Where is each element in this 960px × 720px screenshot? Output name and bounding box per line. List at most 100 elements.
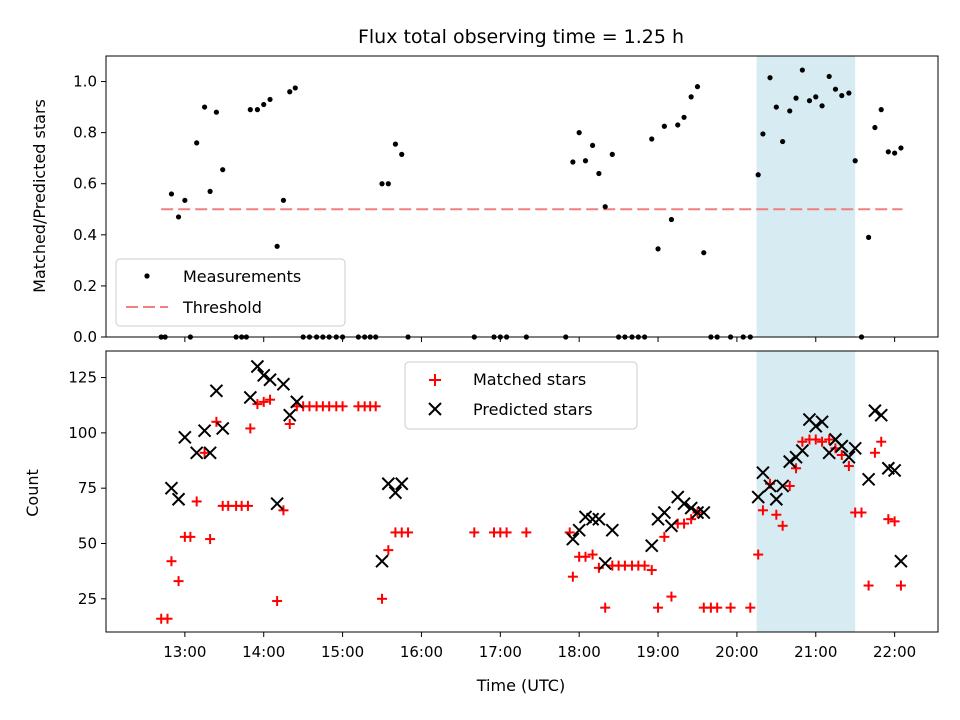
predicted-point [769, 492, 784, 506]
predicted-point [243, 390, 258, 405]
measurement-point [832, 86, 839, 92]
matched-point [810, 434, 821, 445]
matched-point [337, 401, 348, 412]
matched-point [659, 531, 670, 542]
x-axis-label: Time (UTC) [476, 676, 565, 695]
legend-predicted-label: Predicted stars [473, 400, 593, 419]
predicted-point [171, 492, 186, 506]
predicted-point [822, 446, 836, 460]
matched-point [162, 613, 173, 624]
measurement-point [819, 103, 825, 109]
matched-point [370, 401, 381, 412]
predicted-point [684, 501, 698, 515]
ratio-legend: Measurements Threshold [115, 258, 346, 327]
measurement-point [576, 130, 582, 136]
predicted-point [263, 373, 277, 387]
predicted-point [164, 481, 179, 495]
predicted-point [751, 490, 765, 504]
measurement-point [793, 95, 799, 101]
matched-point [166, 556, 177, 567]
measurement-point [385, 181, 391, 187]
legend-matched-marker [429, 374, 441, 386]
matched-point [666, 591, 677, 602]
matched-point [580, 551, 591, 562]
matched-point [784, 480, 795, 491]
predicted-point [848, 441, 862, 456]
x-tick-label: 18:00 [558, 643, 601, 661]
measurement-point [780, 138, 786, 145]
x-tick-label: 14:00 [242, 643, 285, 661]
measurement-point [194, 140, 200, 146]
matched-point [265, 394, 276, 405]
predicted-point [775, 479, 790, 493]
matched-point [185, 531, 196, 542]
ratio-y-axis-label: Matched/Predicted stars [30, 99, 49, 293]
measurement-point [813, 94, 819, 100]
predicted-point [257, 368, 271, 383]
matched-point [284, 419, 295, 430]
matched-point [679, 518, 690, 529]
predicted-point [645, 539, 659, 553]
measurement-point [701, 250, 707, 256]
measurement-point [168, 191, 175, 197]
matched-point [205, 534, 216, 545]
measurement-point [760, 131, 766, 137]
legend-measurements-label: Measurements [183, 267, 301, 286]
predicted-point [189, 446, 204, 460]
y-tick-label: 0.0 [73, 328, 97, 346]
matched-point [863, 580, 874, 591]
matched-point [199, 447, 210, 458]
observing-window-shade [756, 351, 856, 632]
matched-point [777, 520, 788, 531]
measurement-point [261, 101, 267, 108]
predicted-point [842, 450, 856, 464]
matched-point [593, 562, 604, 573]
matched-point [377, 593, 388, 604]
matched-point [753, 549, 764, 560]
matched-point [639, 560, 650, 571]
measurement-point [846, 90, 852, 96]
predicted-point [283, 408, 297, 422]
y-tick-label: 1.0 [73, 73, 97, 91]
measurement-point [773, 104, 779, 110]
measurement-point [392, 141, 399, 147]
count-y-axis-label: Count [23, 469, 42, 517]
predicted-point [209, 384, 224, 398]
y-tick-label: 50 [78, 534, 97, 552]
measurement-point [201, 104, 208, 110]
predicted-point [598, 556, 612, 571]
ratio-legend-box [115, 258, 346, 327]
y-tick-label: 125 [68, 369, 97, 387]
measurement-point [207, 188, 213, 194]
matched-point [173, 576, 184, 587]
matched-point [771, 509, 782, 520]
predicted-point [861, 472, 876, 487]
measurement-point [254, 107, 261, 113]
matched-point [646, 565, 657, 576]
predicted-point [585, 512, 600, 526]
measurement-point [668, 216, 675, 223]
x-tick-label: 15:00 [321, 643, 364, 661]
x-tick-label: 21:00 [794, 643, 837, 661]
matched-point [600, 602, 611, 613]
measurement-point [287, 89, 293, 95]
count-panel: 25 50 75 100 125 13:00 14:00 15:00 16:00 17:00 18… [23, 350, 939, 695]
measurement-point [826, 73, 832, 80]
predicted-point [605, 523, 620, 537]
measurement-point [755, 172, 761, 178]
predicted-point [835, 439, 849, 453]
count-legend: Matched stars Predicted stars [404, 361, 638, 430]
predicted-point [395, 477, 409, 491]
measurement-point [292, 85, 298, 91]
matched-point [856, 507, 867, 518]
predicted-point [894, 554, 908, 568]
count-x-axis: 13:00 14:00 15:00 16:00 17:00 18:00 19:00 20:00… [163, 632, 916, 661]
predicted-point [250, 359, 265, 374]
matched-point [745, 602, 756, 613]
matched-point [258, 396, 269, 407]
predicted-point [290, 395, 304, 409]
measurement-point [767, 75, 773, 81]
measurement-point [589, 142, 596, 149]
legend-matched-label: Matched stars [473, 370, 586, 389]
chart-title: Flux total observing time = 1.25 h [358, 26, 684, 48]
